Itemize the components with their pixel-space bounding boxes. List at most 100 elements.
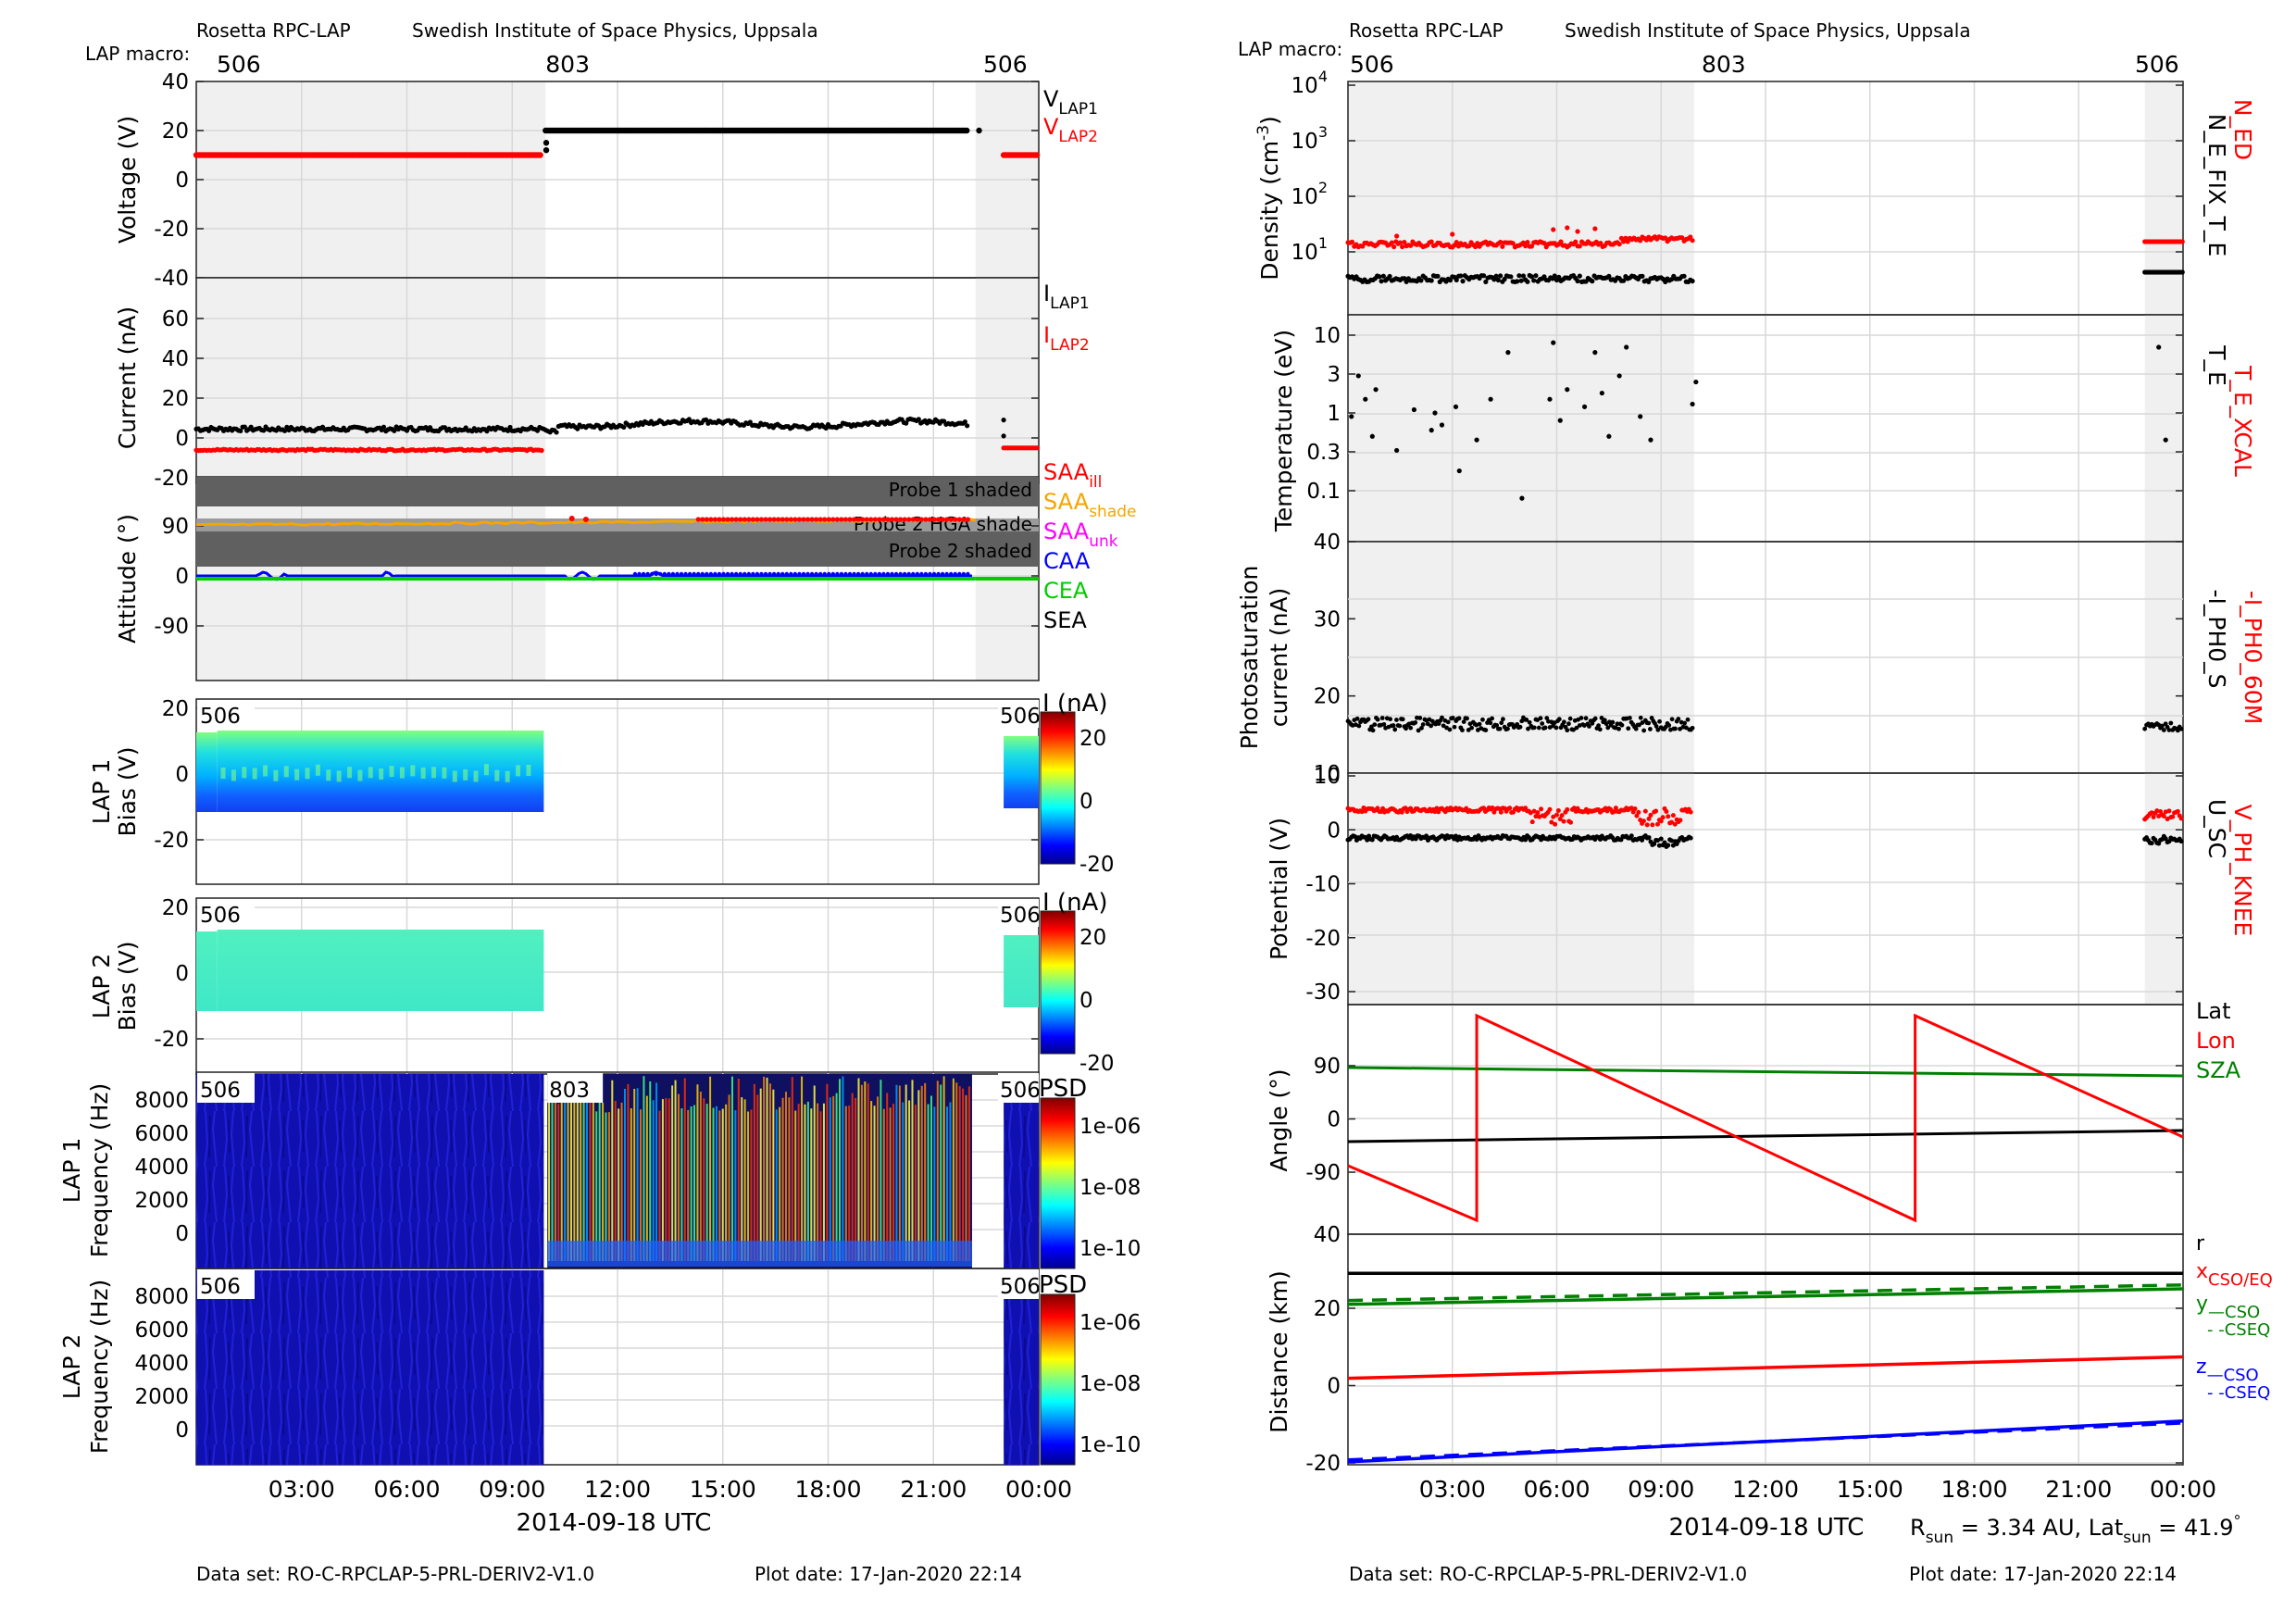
caa-point: [733, 571, 739, 577]
n-ed-point: [1575, 229, 1580, 234]
saa-ill-point: [788, 517, 793, 522]
distance-legend-0: r: [2196, 1232, 2205, 1255]
iph0-s-point: [1615, 721, 1620, 727]
u-sc-point: [1369, 837, 1375, 843]
iph0-s-point: [1456, 716, 1462, 721]
temperature-legend-1: T_E: [2203, 344, 2230, 386]
saa-ill-point: [868, 517, 874, 522]
caa-point: [658, 571, 663, 577]
n-e-fix-point: [1606, 273, 1612, 279]
saa-ill-point: [944, 517, 950, 522]
iph0-s-point: [1531, 725, 1537, 731]
institute-title-left: Swedish Institute of Space Physics, Upps…: [412, 19, 818, 42]
n-e-fix-point: [1533, 273, 1539, 279]
iph0-s-point: [1574, 725, 1579, 731]
iph0-s-point: [1452, 724, 1457, 730]
voltage-ytick-label: -20: [154, 218, 189, 242]
distance-ytick-label: -20: [1305, 1452, 1341, 1476]
caa-point: [713, 571, 718, 577]
iph0-s-point: [2178, 726, 2184, 731]
photo-legend-0: -I_PH0_60M: [2240, 591, 2266, 725]
t-e-point: [1557, 418, 1563, 423]
u-sc-point: [1424, 833, 1429, 839]
distance-legend-1: xCSO/EQ: [2196, 1260, 2273, 1290]
u-sc-point: [1523, 837, 1529, 843]
distance-ytick-label: 0: [1327, 1375, 1341, 1399]
attitude-ylabel: Attitude (°): [114, 514, 141, 643]
bias1-heatmap-feature: [231, 769, 236, 781]
iph0-s-point: [1527, 719, 1532, 725]
psd2-colorbar-tick: 1e-10: [1079, 1433, 1141, 1457]
distance-legend-main: z: [2196, 1355, 2207, 1379]
iph0-s-point: [2168, 720, 2174, 726]
caa-point: [961, 571, 967, 577]
caa-point: [906, 571, 911, 577]
t-e-point: [1373, 387, 1379, 393]
distance-legend-sub: —CSO: [2208, 1303, 2260, 1322]
saa-ill-point: [872, 517, 878, 522]
t-e-point: [1565, 387, 1570, 393]
current-ylabel: Current (nA): [114, 306, 141, 449]
photo-ytick-label: 40: [1314, 531, 1341, 555]
i-lap1-point: [962, 418, 967, 425]
saa-ill-point: [568, 516, 575, 521]
v-ph-knee-point: [1565, 806, 1570, 812]
bias1-colorbar-tick: -20: [1079, 853, 1115, 877]
n-e-fix-point: [1483, 279, 1489, 284]
saa-ill-point: [902, 517, 907, 522]
saa-ill-point: [940, 517, 945, 522]
caa-point: [902, 571, 907, 577]
v-ph-knee-point: [2165, 817, 2170, 822]
saa-ill-point: [893, 517, 899, 522]
angle-ytick-label: -90: [1305, 1161, 1341, 1185]
caa-point: [830, 571, 836, 577]
attitude-legend-4-main: CEA: [1043, 578, 1089, 604]
n-ed-point: [1688, 234, 1693, 240]
distance-legend-sub: - -CSEQ: [2207, 1383, 2270, 1403]
n-ed-point: [1389, 240, 1394, 245]
i-lap1-point: [381, 424, 387, 430]
bias1-tag-bg: [197, 700, 255, 728]
v-ph-knee-point: [1666, 814, 1671, 819]
lat-sub: sun: [2123, 1529, 2151, 1547]
saa-ill-point: [927, 517, 933, 522]
saa-ill-point: [923, 517, 929, 522]
bias1-heatmap-feature: [336, 770, 342, 782]
bias1-tag-bg: [998, 700, 1039, 728]
iph0-s-point: [1605, 725, 1611, 731]
iph0-s-point: [1465, 716, 1469, 721]
psd1-ylabel1: LAP 1: [58, 1138, 85, 1204]
iph0-s-point: [1596, 723, 1601, 729]
caa-point: [725, 571, 730, 577]
saa-ill-point: [834, 517, 840, 522]
macro-label-left-0: 506: [217, 51, 261, 78]
photo-legend-1: -I_PH0_S: [2203, 589, 2230, 688]
u-sc-point: [1669, 838, 1675, 843]
bias1-heatmap-feature: [463, 768, 468, 781]
n-ed-point: [1621, 239, 1627, 244]
saa-ill-point: [725, 517, 730, 522]
macro-label-right-0: 506: [1350, 51, 1394, 78]
current-legend-0-sub: LAP1: [1050, 294, 1090, 313]
t-e-point: [1432, 410, 1438, 416]
bias1-heatmap-feature: [273, 769, 279, 781]
iph0-s-point: [1497, 726, 1503, 731]
v-ph-knee-point: [1644, 822, 1650, 828]
psd1-heatmap: [1004, 1096, 1039, 1268]
saa-ill-point: [809, 517, 815, 522]
iph0-s-point: [1676, 717, 1681, 721]
caa-point: [940, 571, 945, 577]
density-ytick-label: 102: [1292, 179, 1328, 209]
v-ph-knee-point: [1654, 821, 1660, 827]
psd1-colorbar-tick: 1e-10: [1079, 1237, 1141, 1261]
attitude-legend-1-main: SAA: [1043, 489, 1090, 515]
t-e-point: [1363, 396, 1368, 402]
bias1-ytick-label: 0: [175, 763, 189, 787]
n-e-fix-point: [1516, 273, 1522, 279]
lon-line: [1347, 1013, 2184, 1223]
n-ed-point: [1529, 244, 1535, 249]
saa-ill-point: [695, 517, 701, 522]
bias1-heatmap-feature: [347, 767, 353, 779]
caa-point: [928, 571, 932, 577]
v-ph-knee-point: [1481, 806, 1487, 811]
